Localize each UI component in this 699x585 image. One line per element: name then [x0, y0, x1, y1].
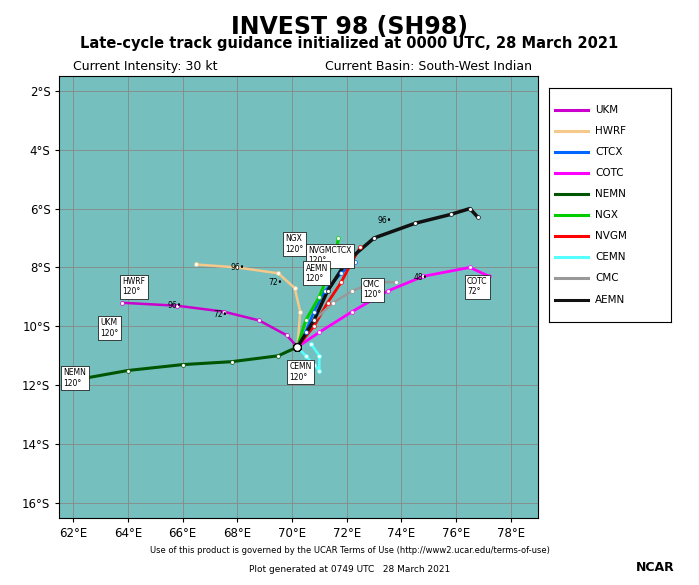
Text: NVGMCTCX
120°: NVGMCTCX 120° [308, 246, 352, 266]
Text: UKM
120°: UKM 120° [101, 318, 119, 338]
Text: 96•: 96• [378, 216, 392, 225]
Text: Plot generated at 0749 UTC   28 March 2021: Plot generated at 0749 UTC 28 March 2021 [249, 566, 450, 574]
Text: NGX
120°: NGX 120° [285, 234, 303, 253]
Text: HWRF
120°: HWRF 120° [122, 277, 145, 296]
Text: NEMN: NEMN [595, 189, 626, 199]
Text: 48•: 48• [414, 273, 428, 282]
Text: HWRF: HWRF [595, 126, 626, 136]
Text: 96•: 96• [230, 263, 245, 272]
Text: NEMN
120°: NEMN 120° [64, 368, 87, 387]
Text: CEMN
120°: CEMN 120° [289, 362, 312, 381]
Text: Current Intensity: 30 kt: Current Intensity: 30 kt [73, 60, 218, 73]
Text: Late-cycle track guidance initialized at 0000 UTC, 28 March 2021: Late-cycle track guidance initialized at… [80, 36, 619, 51]
Text: CMC
120°: CMC 120° [363, 280, 382, 299]
Text: NGX: NGX [595, 210, 618, 221]
Text: AEMN
120°: AEMN 120° [305, 264, 328, 283]
Text: AEMN: AEMN [595, 294, 626, 305]
Text: Current Basin: South-West Indian: Current Basin: South-West Indian [325, 60, 532, 73]
Text: CEMN: CEMN [595, 252, 626, 263]
Text: 96•: 96• [167, 301, 182, 310]
Text: CTCX: CTCX [595, 147, 623, 157]
Text: NVGM: NVGM [595, 231, 627, 242]
Text: UKM: UKM [595, 105, 619, 115]
Text: CMC: CMC [595, 273, 619, 284]
Text: COTC: COTC [595, 168, 624, 178]
Text: 72•: 72• [268, 278, 282, 287]
Text: NCAR: NCAR [636, 562, 675, 574]
Text: COTC
72°: COTC 72° [467, 277, 488, 296]
Text: INVEST 98 (SH98): INVEST 98 (SH98) [231, 15, 468, 39]
Text: Use of this product is governed by the UCAR Terms of Use (http://www2.ucar.edu/t: Use of this product is governed by the U… [150, 546, 549, 555]
Text: 72•: 72• [214, 310, 228, 319]
